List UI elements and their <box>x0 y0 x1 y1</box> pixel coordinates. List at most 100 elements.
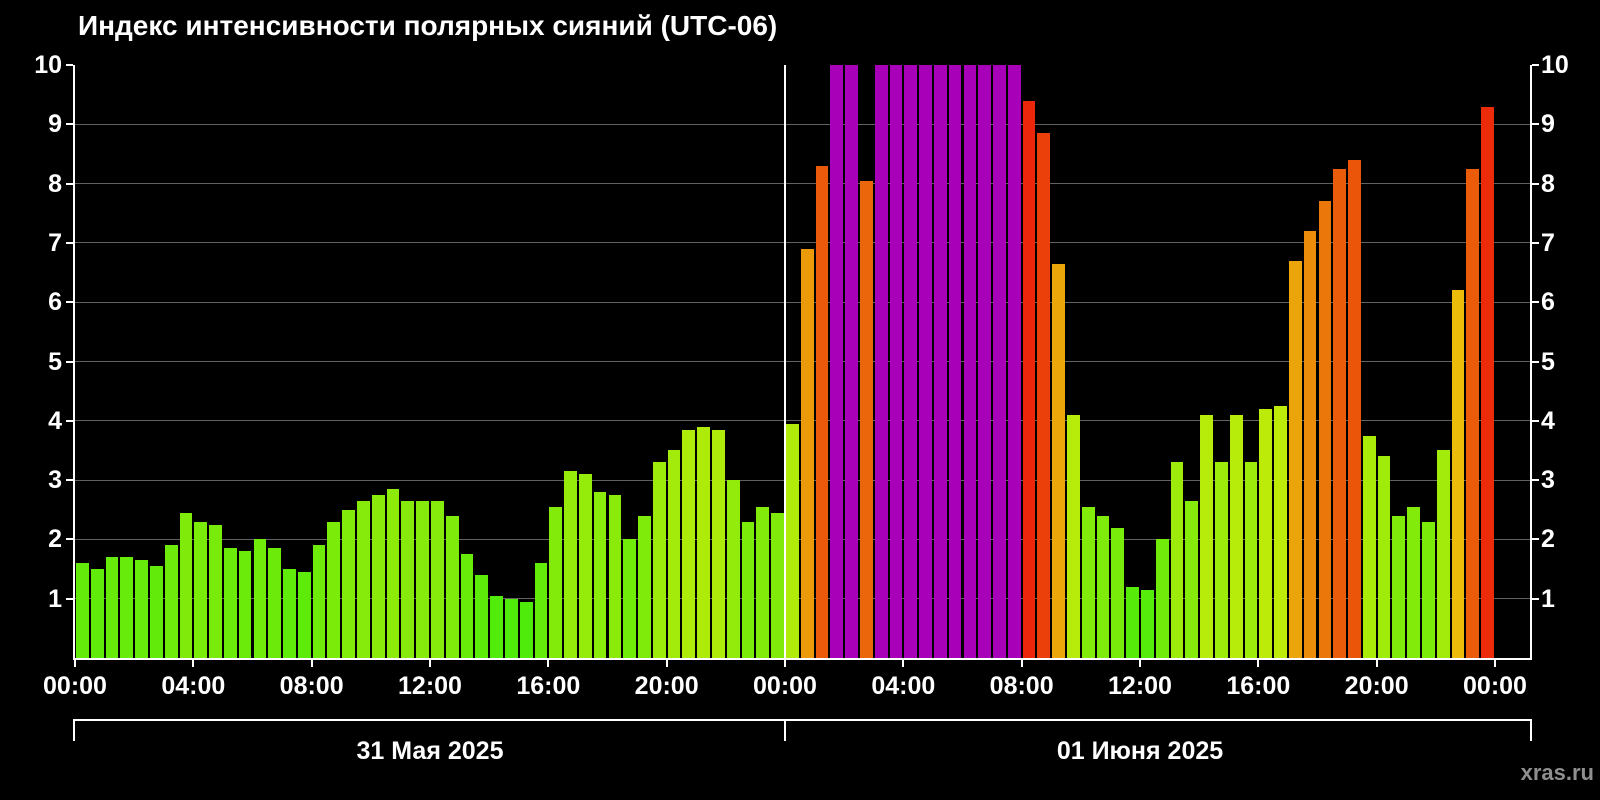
bar <box>593 491 607 658</box>
y-axis-label-left: 3 <box>48 466 62 495</box>
date-band-tick <box>784 719 786 741</box>
watermark: xras.ru <box>1520 760 1594 785</box>
bar <box>1052 263 1066 658</box>
x-axis-time-label: 16:00 <box>516 672 581 700</box>
bar <box>578 474 592 658</box>
x-axis-time-label: 12:00 <box>1108 672 1172 700</box>
x-tick <box>310 658 313 667</box>
bar <box>608 494 622 658</box>
bar <box>1274 405 1287 658</box>
bar <box>638 515 651 658</box>
y-axis-label-right: 6 <box>1541 288 1555 317</box>
x-axis-time-label: 20:00 <box>634 672 699 700</box>
bar <box>1466 168 1480 658</box>
bar <box>904 65 918 658</box>
bar <box>1126 586 1139 658</box>
bar <box>475 574 489 658</box>
y-tick-right <box>1532 479 1539 482</box>
bar <box>386 489 400 658</box>
bar <box>504 598 518 658</box>
y-tick-right <box>1532 64 1539 66</box>
bar <box>342 509 356 658</box>
plot-area <box>75 65 1530 658</box>
x-tick <box>902 658 905 667</box>
bar <box>90 569 104 658</box>
y-axis-label-left: 7 <box>48 228 62 257</box>
y-tick-left <box>66 301 73 304</box>
date-label: 31 Мая 2025 <box>356 737 504 765</box>
bar <box>490 595 503 658</box>
bar <box>1348 159 1361 658</box>
bar <box>460 554 474 658</box>
y-tick-right <box>1532 182 1539 185</box>
x-tick <box>547 658 550 667</box>
bar <box>1244 462 1258 658</box>
bar <box>1392 515 1406 658</box>
bar <box>623 539 637 658</box>
bar <box>1096 515 1110 658</box>
y-tick-left <box>66 597 73 600</box>
bar <box>297 572 311 658</box>
x-tick <box>74 658 76 667</box>
bar <box>1318 201 1332 658</box>
y-axis-right-line <box>1530 65 1532 660</box>
bar <box>549 506 563 658</box>
x-axis-time-label: 00:00 <box>753 672 817 700</box>
bar <box>194 521 208 658</box>
bar <box>978 65 992 658</box>
x-axis-time-label: 20:00 <box>1344 672 1409 700</box>
y-axis-label-right: 5 <box>1541 347 1555 376</box>
bar <box>1155 539 1169 658</box>
bar <box>667 450 681 658</box>
y-tick-right <box>1532 301 1539 304</box>
bar <box>253 539 267 658</box>
bar <box>948 65 962 658</box>
bar <box>859 180 873 658</box>
bar <box>1259 408 1273 658</box>
y-tick-left <box>66 538 73 541</box>
bar <box>164 545 178 658</box>
y-tick-right <box>1532 360 1539 363</box>
bar <box>1022 100 1036 658</box>
bar <box>919 65 932 658</box>
x-tick <box>429 658 431 667</box>
y-axis-left-line <box>73 65 75 660</box>
y-axis-label-right: 7 <box>1541 228 1555 257</box>
gridline <box>75 123 1530 125</box>
y-tick-right <box>1532 241 1539 244</box>
bar <box>845 65 858 658</box>
y-axis-label-right: 9 <box>1541 110 1555 139</box>
x-axis-time-label: 00:00 <box>43 672 107 700</box>
bar <box>771 512 784 658</box>
bar <box>1288 260 1302 658</box>
x-axis-line <box>73 658 1532 660</box>
bar <box>149 566 163 658</box>
bar <box>1333 168 1347 658</box>
bar <box>712 429 725 658</box>
x-axis-time-label: 00:00 <box>1463 672 1527 700</box>
bar <box>312 545 326 658</box>
bar <box>1362 435 1376 658</box>
bar <box>209 524 222 658</box>
bar <box>993 65 1006 658</box>
bar <box>1185 500 1199 658</box>
x-axis-time-label: 08:00 <box>279 672 344 700</box>
y-tick-right <box>1532 597 1539 600</box>
gridline <box>75 183 1530 185</box>
date-band-tick <box>1530 719 1532 741</box>
bar <box>1481 106 1494 658</box>
x-axis-time-label: 04:00 <box>871 672 936 700</box>
bar <box>1111 527 1125 658</box>
y-axis-label-left: 6 <box>48 288 62 317</box>
bar <box>1229 414 1243 658</box>
bar <box>564 471 577 658</box>
x-tick <box>1375 658 1378 667</box>
bar <box>179 512 193 658</box>
bar <box>741 521 755 658</box>
y-tick-right <box>1532 419 1539 422</box>
bar <box>800 248 814 658</box>
x-tick <box>192 658 195 667</box>
x-tick <box>1257 658 1260 667</box>
bar <box>1436 450 1450 658</box>
bar <box>830 65 844 658</box>
